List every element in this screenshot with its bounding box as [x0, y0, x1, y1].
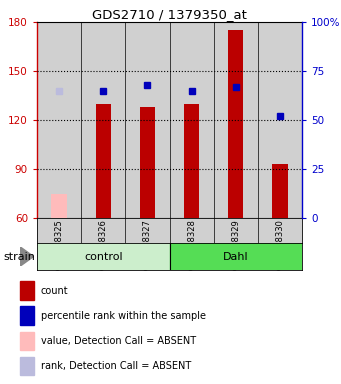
Bar — [20, 306, 34, 325]
Bar — [258, 22, 302, 218]
Bar — [272, 164, 288, 218]
Text: value, Detection Call = ABSENT: value, Detection Call = ABSENT — [41, 336, 196, 346]
Bar — [169, 243, 302, 270]
Text: GSM108327: GSM108327 — [143, 219, 152, 270]
Text: GSM108330: GSM108330 — [276, 219, 284, 270]
Bar — [184, 104, 199, 218]
Text: GSM108328: GSM108328 — [187, 219, 196, 270]
Text: percentile rank within the sample: percentile rank within the sample — [41, 311, 206, 321]
Text: control: control — [84, 252, 122, 262]
Title: GDS2710 / 1379350_at: GDS2710 / 1379350_at — [92, 8, 247, 21]
Text: GSM108326: GSM108326 — [99, 219, 108, 270]
Text: strain: strain — [3, 252, 35, 262]
Bar — [37, 243, 169, 270]
Polygon shape — [20, 247, 34, 266]
Bar — [20, 357, 34, 375]
Text: GSM108329: GSM108329 — [231, 219, 240, 270]
Bar — [169, 22, 214, 218]
Bar — [140, 107, 155, 218]
Bar — [37, 22, 81, 218]
Bar — [51, 194, 67, 218]
Bar — [125, 22, 169, 218]
Bar — [228, 30, 243, 218]
Text: Dahl: Dahl — [223, 252, 249, 262]
Text: count: count — [41, 286, 69, 296]
Bar — [81, 22, 125, 218]
Text: GSM108325: GSM108325 — [55, 219, 63, 270]
Text: rank, Detection Call = ABSENT: rank, Detection Call = ABSENT — [41, 361, 191, 371]
Bar — [20, 331, 34, 350]
Bar — [214, 22, 258, 218]
Bar — [95, 104, 111, 218]
Bar — [20, 281, 34, 300]
